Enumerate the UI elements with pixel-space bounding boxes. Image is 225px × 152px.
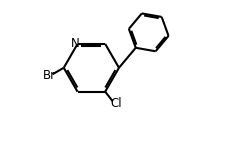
Text: N: N <box>70 37 79 50</box>
Text: Br: Br <box>43 69 56 82</box>
Text: Cl: Cl <box>110 97 121 109</box>
